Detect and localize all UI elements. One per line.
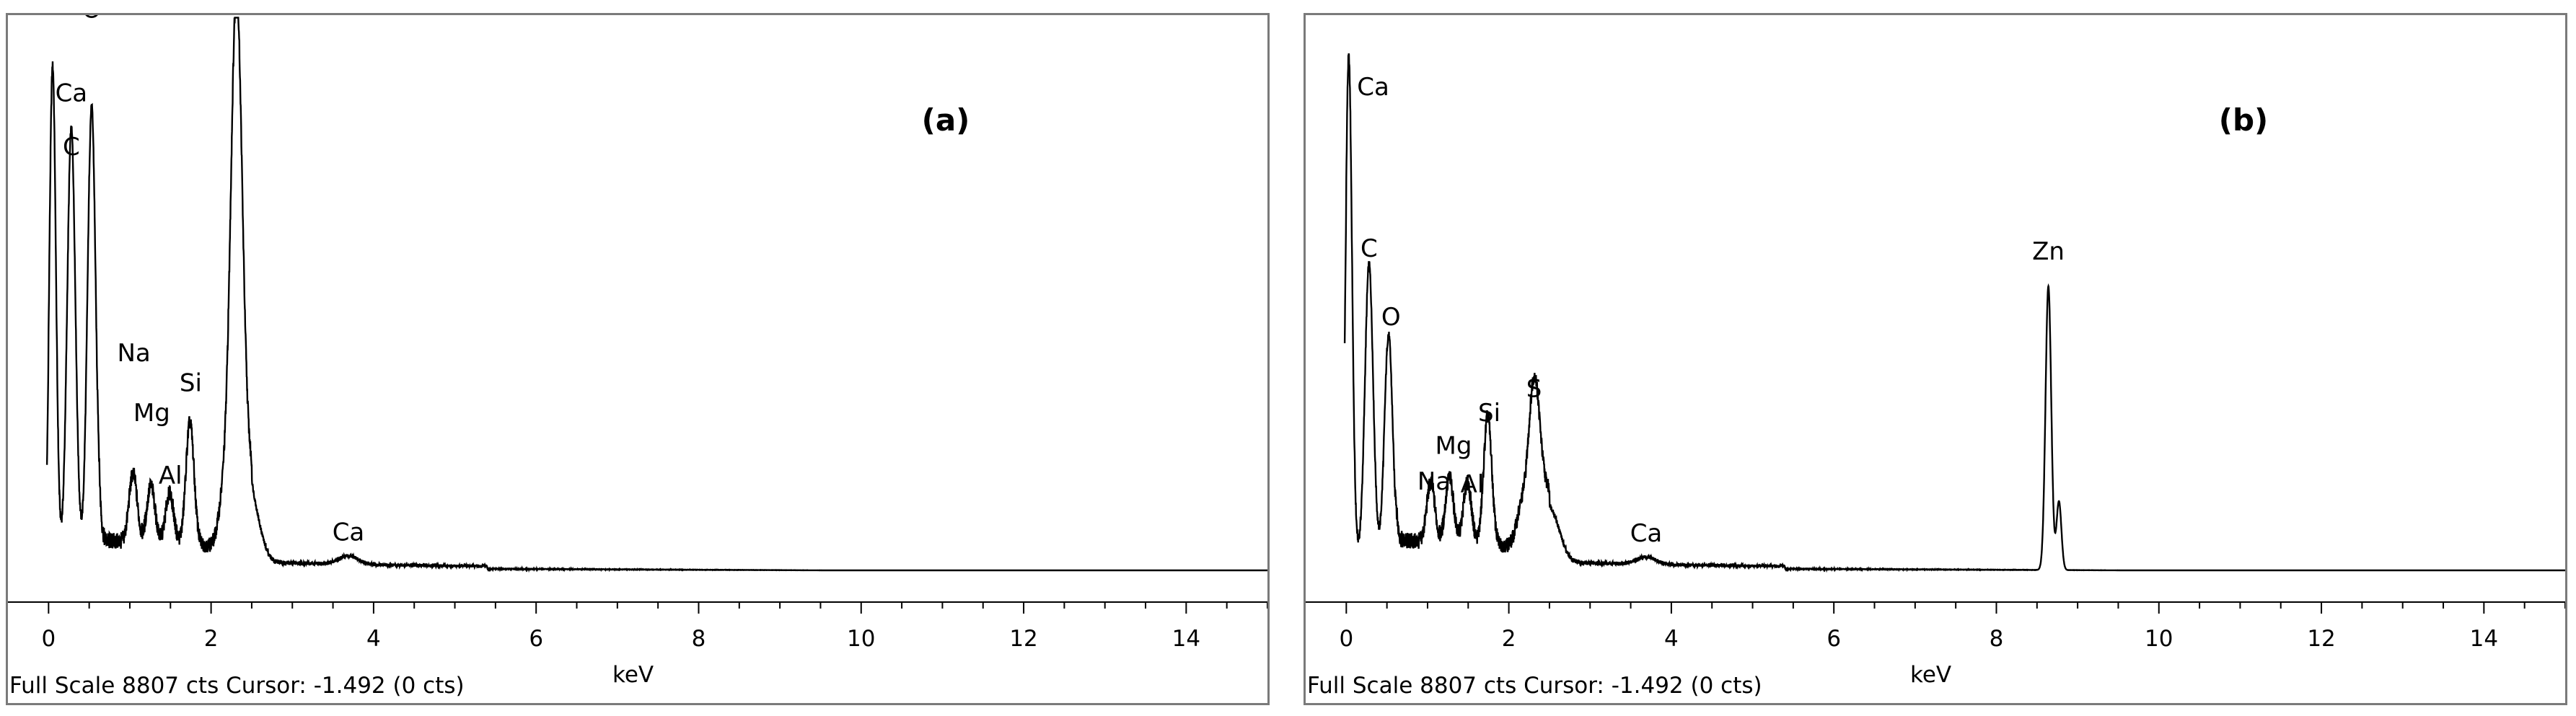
x-tick-label: 10 — [847, 626, 875, 652]
status-footer: Full Scale 8807 cts Cursor: -1.492 (0 ct… — [9, 673, 465, 699]
x-tick-label: 8 — [1990, 626, 2004, 652]
peak-label-mg: Mg — [133, 399, 170, 428]
peak-label-ca: Ca — [56, 79, 88, 107]
spectrum-panel-a: 02468101214OCaCNaMgAlSiSCa(a)Full Scale … — [6, 13, 1270, 705]
peak-label-o: O — [1381, 303, 1401, 332]
peak-label-mg: Mg — [1436, 431, 1472, 460]
spectrum-chart-a: 02468101214OCaCNaMgAlSiSCa(a)Full Scale … — [8, 15, 1267, 699]
x-tick-label: 0 — [1339, 626, 1353, 652]
peak-label-c: C — [1360, 234, 1378, 263]
peak-label-s: S — [1526, 375, 1542, 404]
status-footer: Full Scale 8807 cts Cursor: -1.492 (0 ct… — [1307, 673, 1762, 699]
x-tick-label: 6 — [1827, 626, 1841, 652]
peak-label-ca: Ca — [333, 518, 365, 547]
x-tick-label: 0 — [41, 626, 56, 652]
peak-label-si: Si — [1478, 399, 1500, 428]
peak-label-al: Al — [159, 461, 183, 490]
x-tick-label: 10 — [2145, 626, 2173, 652]
x-tick-label: 2 — [1502, 626, 1516, 652]
peak-label-na: Na — [117, 339, 150, 368]
peak-label-ca: Ca — [1630, 519, 1663, 548]
x-tick-label: 4 — [1664, 626, 1679, 652]
x-tick-label: 6 — [529, 626, 543, 652]
x-tick-label: 12 — [2307, 626, 2335, 652]
x-tick-label: 4 — [366, 626, 381, 652]
panel-label: (a) — [922, 102, 970, 138]
x-tick-label: 2 — [204, 626, 219, 652]
x-tick-label: 12 — [1009, 626, 1037, 652]
spectrum-trace — [1343, 53, 2565, 573]
peak-label-al: Al — [1461, 470, 1485, 499]
x-axis-unit-label: keV — [612, 662, 654, 688]
spectrum-trace — [45, 17, 1267, 573]
x-axis-unit-label: keV — [1910, 662, 1951, 688]
peak-label-zn: Zn — [2032, 237, 2065, 266]
x-tick-label: 8 — [692, 626, 706, 652]
peak-label-na: Na — [1417, 467, 1451, 496]
x-tick-label: 14 — [2470, 626, 2498, 652]
panel-label: (b) — [2219, 102, 2268, 138]
spectrum-chart-b: 0 2 4 6 8 10 12 14 Ca C O Na Mg Al Si S Zn Ca (b) Full Scal… — [1306, 53, 2565, 699]
peak-label-c: C — [63, 133, 80, 162]
peak-label-ca: Ca — [1357, 73, 1389, 102]
peak-label-o: O — [82, 15, 102, 24]
peak-label-si: Si — [180, 368, 202, 397]
spectrum-panel-b: 0 2 4 6 8 10 12 14 Ca C O Na Mg Al Si S Zn Ca (b) Full Scal… — [1304, 13, 2567, 705]
x-tick-label: 14 — [1172, 626, 1200, 652]
